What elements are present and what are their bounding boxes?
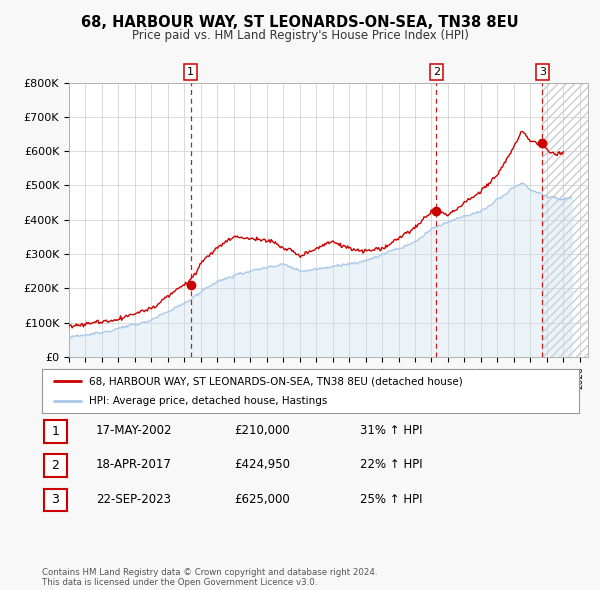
Text: 1: 1 <box>187 67 194 77</box>
Text: £625,000: £625,000 <box>234 493 290 506</box>
Text: 2: 2 <box>51 459 59 472</box>
Text: 17-MAY-2002: 17-MAY-2002 <box>96 424 173 437</box>
Text: 18-APR-2017: 18-APR-2017 <box>96 458 172 471</box>
Text: HPI: Average price, detached house, Hastings: HPI: Average price, detached house, Hast… <box>89 396 328 405</box>
Text: 31% ↑ HPI: 31% ↑ HPI <box>360 424 422 437</box>
Bar <box>542 83 588 357</box>
Text: 22% ↑ HPI: 22% ↑ HPI <box>360 458 422 471</box>
Bar <box>542 83 588 357</box>
Text: 1: 1 <box>51 425 59 438</box>
Text: 22-SEP-2023: 22-SEP-2023 <box>96 493 171 506</box>
Text: 3: 3 <box>51 493 59 506</box>
Text: £424,950: £424,950 <box>234 458 290 471</box>
Text: 68, HARBOUR WAY, ST LEONARDS-ON-SEA, TN38 8EU (detached house): 68, HARBOUR WAY, ST LEONARDS-ON-SEA, TN3… <box>89 376 463 386</box>
Text: Price paid vs. HM Land Registry's House Price Index (HPI): Price paid vs. HM Land Registry's House … <box>131 30 469 42</box>
Text: 25% ↑ HPI: 25% ↑ HPI <box>360 493 422 506</box>
Text: 3: 3 <box>539 67 546 77</box>
Text: This data is licensed under the Open Government Licence v3.0.: This data is licensed under the Open Gov… <box>42 578 317 587</box>
Text: Contains HM Land Registry data © Crown copyright and database right 2024.: Contains HM Land Registry data © Crown c… <box>42 568 377 577</box>
Text: £210,000: £210,000 <box>234 424 290 437</box>
Text: 68, HARBOUR WAY, ST LEONARDS-ON-SEA, TN38 8EU: 68, HARBOUR WAY, ST LEONARDS-ON-SEA, TN3… <box>81 15 519 30</box>
Text: 2: 2 <box>433 67 440 77</box>
